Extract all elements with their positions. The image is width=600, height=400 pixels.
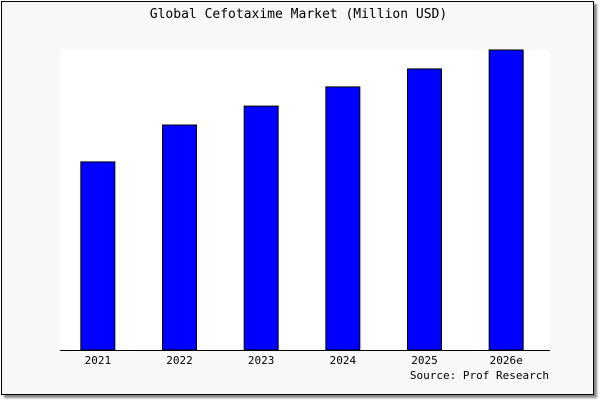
bar-2023 [243, 105, 279, 351]
bar-2022 [162, 124, 197, 351]
plot-area [60, 50, 550, 350]
x-tick-label: 2021 [85, 354, 112, 367]
bar-2025 [407, 68, 442, 351]
x-tick-label: 2022 [166, 354, 193, 367]
bar-2026e [488, 49, 524, 351]
source-note: Source: Prof Research [410, 369, 549, 382]
bar-2024 [325, 86, 361, 351]
x-tick-label: 2025 [411, 354, 438, 367]
x-tick-label: 2023 [248, 354, 275, 367]
chart-title: Global Cefotaxime Market (Million USD) [149, 7, 448, 22]
bar-2021 [80, 161, 116, 351]
x-tick-label: 2024 [330, 354, 357, 367]
x-tick-label: 2026e [490, 354, 523, 367]
